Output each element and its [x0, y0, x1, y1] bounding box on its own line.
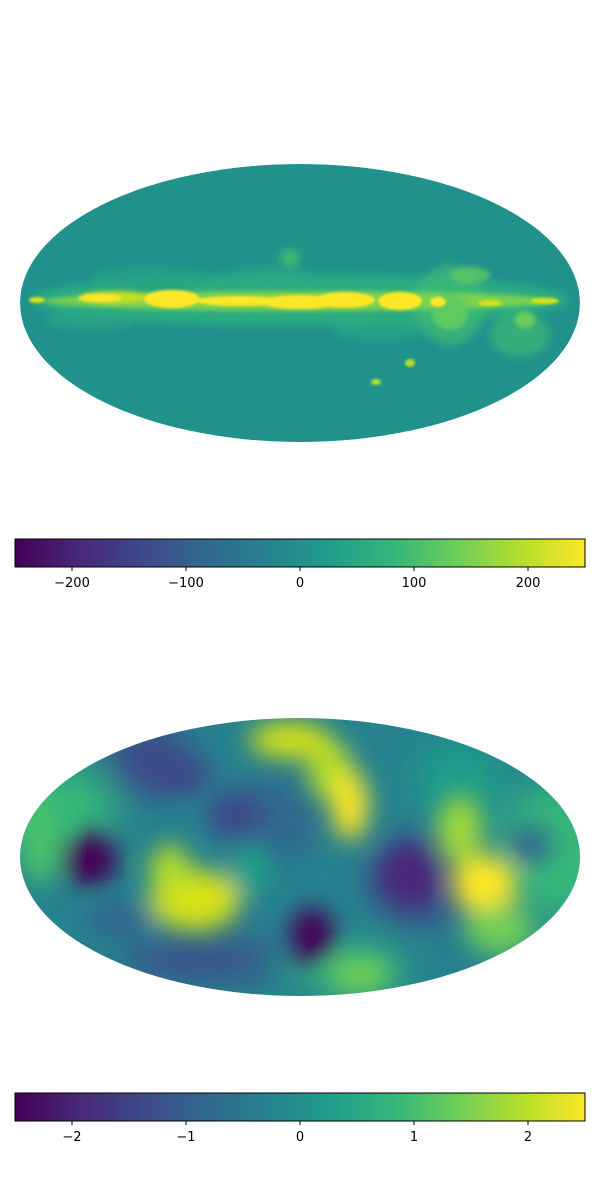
top-map-figure: −200 −100 0 100 200	[14, 164, 586, 591]
panel-top: −200 −100 0 100 200	[14, 164, 586, 591]
bottom-colorbar: −2 −1 0 1 2	[14, 1092, 586, 1145]
top-colorbar-tick-label: 100	[402, 576, 427, 591]
bottom-colorbar-ticks: −2 −1 0 1 2	[62, 1121, 532, 1145]
top-map-saturated-core	[29, 290, 559, 385]
top-colorbar-tick-label: −100	[168, 576, 204, 591]
bottom-colorbar-tick-label: −1	[176, 1130, 195, 1145]
bottom-colorbar-tick-label: 1	[410, 1130, 418, 1145]
bottom-map-figure: −2 −1 0 1 2	[14, 718, 586, 1145]
panel-bottom: −2 −1 0 1 2	[0, 600, 600, 1200]
top-colorbar-strip	[14, 538, 586, 568]
top-colorbar-tick-label: 200	[516, 576, 541, 591]
top-colorbar-ticks: −200 −100 0 100 200	[54, 567, 540, 591]
top-colorbar: −200 −100 0 100 200	[14, 538, 586, 591]
bottom-colorbar-strip	[14, 1092, 586, 1122]
bottom-colorbar-tick-label: 0	[296, 1130, 304, 1145]
bottom-map-sky	[20, 718, 580, 996]
top-colorbar-tick-label: −200	[54, 576, 90, 591]
top-colorbar-tick-label: 0	[296, 576, 304, 591]
bottom-colorbar-tick-label: 2	[524, 1130, 532, 1145]
top-map-sky	[20, 164, 580, 442]
bottom-map-features	[20, 722, 552, 993]
bottom-colorbar-tick-label: −2	[62, 1130, 81, 1145]
